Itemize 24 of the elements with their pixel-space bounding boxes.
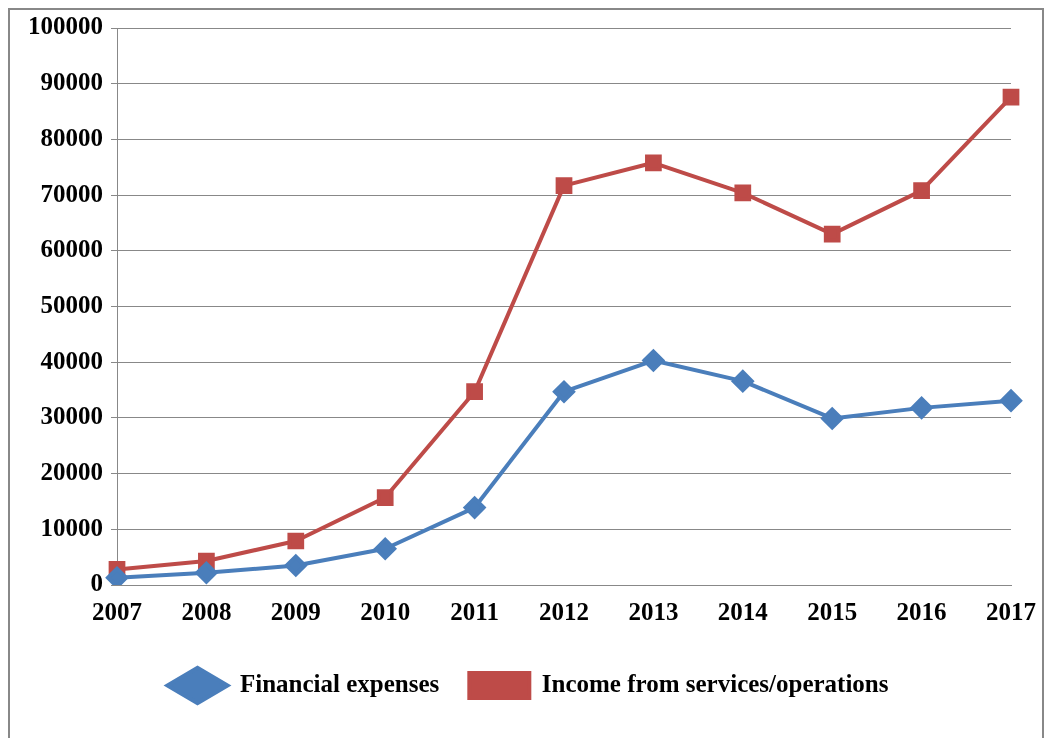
legend-label: Financial expenses [240, 669, 440, 697]
x-tick-label: 2010 [360, 598, 411, 626]
x-tick-label: 2011 [450, 598, 499, 626]
y-tick-label: 90000 [40, 68, 103, 96]
x-tick-label: 2014 [717, 598, 769, 626]
x-tick-label: 2009 [270, 598, 321, 626]
x-tick-label: 2016 [896, 598, 947, 626]
y-tick-label: 0 [90, 569, 103, 597]
y-tick-label: 50000 [40, 290, 103, 318]
x-tick-label: 2015 [807, 598, 858, 626]
y-tick-label: 70000 [40, 179, 103, 207]
y-tick-label: 10000 [40, 513, 103, 541]
y-tick-label: 20000 [40, 458, 103, 486]
y-tick-label: 100000 [28, 12, 103, 40]
y-tick-label: 30000 [40, 402, 103, 430]
legend-label: Income from services/operations [541, 669, 889, 697]
x-tick-label: 2013 [628, 598, 679, 626]
x-tick-label: 2017 [986, 598, 1036, 626]
y-tick-label: 80000 [40, 123, 103, 151]
x-tick-label: 2008 [181, 598, 232, 626]
x-tick-label: 2012 [539, 598, 589, 626]
y-tick-label: 60000 [40, 235, 103, 263]
x-tick-label: 2007 [92, 598, 142, 626]
y-tick-label: 40000 [40, 346, 103, 374]
